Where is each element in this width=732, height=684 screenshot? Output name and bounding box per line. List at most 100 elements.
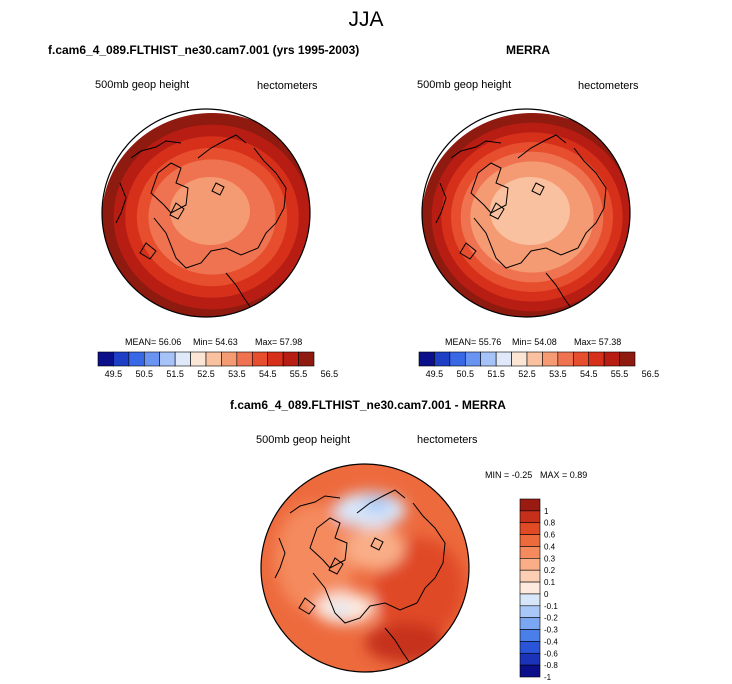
colorbar-bin: [464, 351, 482, 367]
colorbar-tick-label: 0.4: [544, 542, 556, 551]
colorbar-bin: [519, 652, 541, 666]
colorbar-tick-label: 49.5: [105, 369, 123, 379]
map-boundary: [260, 463, 470, 673]
colorbar-bin: [557, 351, 574, 367]
coastline: [274, 537, 286, 579]
colorbar-bin: [128, 351, 145, 367]
colorbar-bin: [519, 558, 541, 571]
colorbar-bin: [619, 351, 636, 367]
diff-polar-map: [260, 463, 470, 673]
model-colorbar: 49.5 50.5 51.5 52.5 53.5 54.5 55.5 56.5: [97, 351, 338, 379]
coastline: [489, 202, 505, 220]
obs-variable-label: 500mb geop height: [417, 79, 512, 91]
coastline: [150, 162, 189, 214]
coastline: [435, 182, 447, 224]
diff-patch-negative: [330, 604, 350, 616]
colorbar-bin: [251, 351, 269, 367]
coastline: [153, 217, 259, 269]
colorbar-bin: [205, 351, 222, 367]
colorbar-bin: [434, 351, 451, 367]
colorbar-bin: [519, 522, 541, 535]
diff-patch-positive: [365, 623, 445, 663]
colorbar-tick-label: 0.3: [544, 554, 556, 563]
diff-colorbar: 1 0.8 0.6 0.4 0.3 0.2 0.1 0 -0.1 -0.2 -0.3 -0.4 -0.6…: [519, 498, 558, 682]
colorbar-bin: [519, 534, 541, 547]
colorbar-bin: [572, 351, 590, 367]
colorbar-bin: [449, 351, 466, 367]
colorbar-bin: [526, 351, 543, 367]
colorbar-bin: [113, 351, 130, 367]
colorbar-bin: [519, 581, 541, 595]
colorbar-tick-label: -0.4: [544, 637, 558, 646]
colorbar-tick-label: 53.5: [549, 369, 567, 379]
coastline: [450, 140, 502, 159]
model-min-stat: Min= 54.63: [193, 337, 238, 347]
diff-patch-positive: [275, 503, 355, 613]
colorbar-tick-label: 56.5: [642, 369, 660, 379]
colorbar-bin: [519, 510, 541, 524]
colorbar-bin: [267, 351, 284, 367]
model-panel-title: f.cam6_4_089.FLTHIST_ne30.cam7.001 (yrs …: [48, 43, 360, 57]
model-polar-map: [101, 108, 311, 318]
colorbar-tick-label: -1: [544, 673, 552, 682]
obs-mean-stat: MEAN= 55.76: [445, 337, 502, 347]
colorbar-bin: [282, 351, 299, 367]
figure-title: JJA: [348, 8, 384, 31]
colorbar-tick-label: 1: [544, 507, 549, 516]
colorbar-tick-label: -0.3: [544, 626, 558, 635]
colorbar-bin: [495, 351, 512, 367]
colorbar-tick-label: 51.5: [166, 369, 184, 379]
map-boundary: [101, 108, 311, 318]
coastline: [312, 572, 418, 624]
colorbar-tick-label: -0.1: [544, 602, 558, 611]
colorbar-bin: [519, 593, 541, 607]
model-mean-stat: MEAN= 56.06: [125, 337, 182, 347]
model-max-stat: Max= 57.98: [255, 337, 303, 347]
colorbar-bin: [418, 351, 435, 367]
coastline: [253, 147, 287, 249]
colorbar-tick-label: 54.5: [580, 369, 598, 379]
obs-panel-title: MERRA: [506, 43, 550, 57]
colorbar-tick-label: 50.5: [136, 369, 154, 379]
obs-max-stat: Max= 57.38: [574, 337, 622, 347]
coastline: [531, 182, 545, 196]
diff-max-stat: MAX = 0.89: [540, 470, 588, 480]
colorbar-tick-label: 52.5: [518, 369, 536, 379]
colorbar-bin: [519, 546, 541, 559]
colorbar-tick-label: 0.8: [544, 519, 556, 528]
colorbar-bin: [519, 664, 541, 678]
diff-panel-title: f.cam6_4_089.FLTHIST_ne30.cam7.001 - MER…: [230, 398, 506, 412]
colorbar-tick-label: 0.1: [544, 578, 556, 587]
colorbar-bin: [519, 617, 541, 630]
colorbar-bin: [511, 351, 528, 367]
colorbar-tick-label: 55.5: [290, 369, 308, 379]
colorbar-bin: [174, 351, 191, 367]
colorbar-bin: [519, 641, 541, 654]
colorbar-bin: [159, 351, 176, 367]
coastline: [412, 502, 446, 604]
colorbar-bin: [221, 351, 238, 367]
colorbar-tick-label: 55.5: [611, 369, 629, 379]
colorbar-tick-label: 0.6: [544, 531, 556, 540]
coastline: [370, 537, 384, 551]
colorbar-bin: [519, 605, 541, 618]
colorbar-tick-label: 53.5: [228, 369, 246, 379]
height-centre-band: [490, 177, 570, 245]
model-units-label: hectometers: [257, 80, 318, 92]
coastline: [384, 627, 411, 664]
coastline: [211, 182, 225, 196]
obs-min-stat: Min= 54.08: [512, 337, 557, 347]
colorbar-bin: [519, 498, 541, 512]
model-variable-label: 500mb geop height: [95, 79, 190, 91]
colorbar-tick-label: -0.6: [544, 649, 558, 658]
coastline: [115, 182, 127, 224]
coastline: [139, 242, 157, 260]
colorbar-bin: [236, 351, 253, 367]
colorbar-tick-label: 52.5: [197, 369, 215, 379]
obs-polar-map: [421, 108, 631, 318]
colorbar-tick-label: 51.5: [487, 369, 505, 379]
diff-units-label: hectometers: [417, 434, 478, 446]
colorbar-bin: [519, 629, 541, 642]
colorbar-tick-label: 0: [544, 590, 549, 599]
